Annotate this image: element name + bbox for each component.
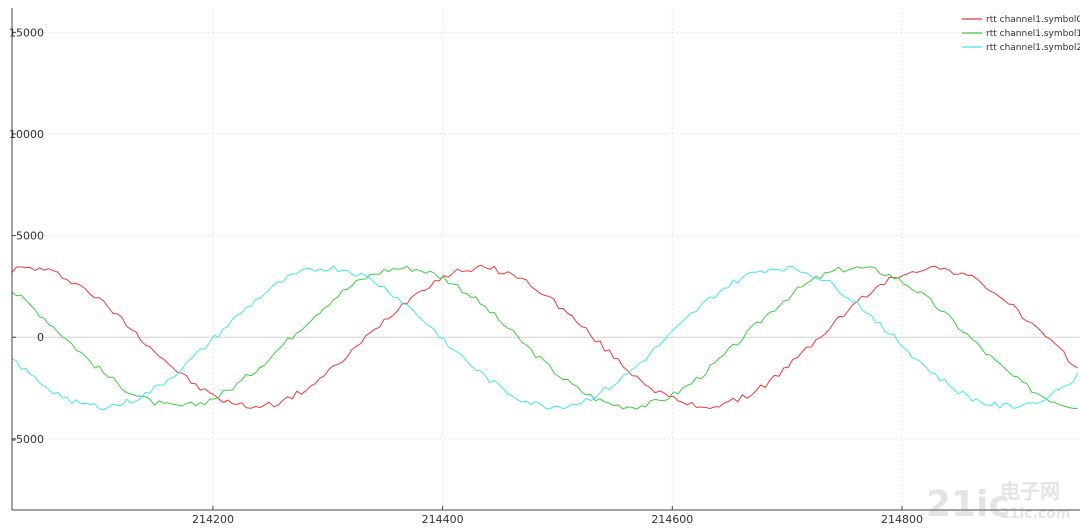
y-tick-label: 15000	[9, 26, 44, 39]
x-tick-label: 214600	[651, 513, 693, 526]
legend: rtt channel1.symbol0 rtt channel1.symbol1…	[962, 15, 1080, 53]
watermark: 21ic 电子网 21ic.com	[926, 479, 1070, 525]
grid-layer	[12, 8, 1080, 510]
y-tick-label: 10000	[9, 128, 44, 141]
y-tick-label: -5000	[12, 433, 44, 446]
legend-label: rtt channel1.symbol1	[986, 29, 1080, 39]
y-tick-label: 0	[37, 331, 44, 344]
y-tick-label: 5000	[16, 230, 44, 243]
series-line-0	[11, 264, 1078, 409]
legend-label: rtt channel1.symbol0	[986, 15, 1080, 25]
axis-layer: 15000 10000 5000 0 -5000 214200 214400 214600 21…	[9, 8, 1080, 526]
x-tick-label: 214800	[881, 513, 923, 526]
x-tick-label: 214200	[192, 513, 234, 526]
watermark-number: 21ic	[926, 484, 1010, 525]
series-layer	[11, 264, 1079, 410]
series-line-2	[11, 265, 1079, 410]
watermark-domain: 21ic.com	[1000, 506, 1070, 522]
legend-label: rtt channel1.symbol2	[986, 43, 1080, 53]
watermark-text: 电子网	[1000, 479, 1060, 503]
series-line-1	[11, 265, 1078, 410]
x-tick-label: 214400	[422, 513, 464, 526]
